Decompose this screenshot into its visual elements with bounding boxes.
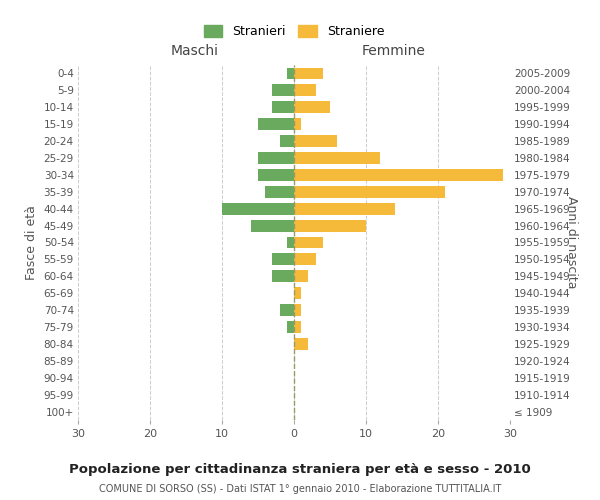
Bar <box>287 321 294 333</box>
Bar <box>272 102 294 113</box>
Bar <box>258 152 294 164</box>
Bar <box>294 84 316 96</box>
Bar <box>251 220 294 232</box>
Bar <box>294 186 445 198</box>
Bar <box>222 203 294 214</box>
Bar <box>294 169 503 181</box>
Bar <box>294 102 330 113</box>
Bar <box>280 135 294 147</box>
Bar <box>258 118 294 130</box>
Bar <box>287 236 294 248</box>
Bar <box>294 68 323 80</box>
Text: Maschi: Maschi <box>170 44 218 58</box>
Bar <box>265 186 294 198</box>
Y-axis label: Anni di nascita: Anni di nascita <box>565 196 578 289</box>
Bar <box>294 288 301 299</box>
Bar <box>294 135 337 147</box>
Bar <box>294 118 301 130</box>
Bar <box>258 169 294 181</box>
Bar <box>294 152 380 164</box>
Bar <box>294 220 366 232</box>
Bar <box>272 84 294 96</box>
Legend: Stranieri, Straniere: Stranieri, Straniere <box>200 22 388 42</box>
Bar <box>294 203 395 214</box>
Text: Femmine: Femmine <box>361 44 425 58</box>
Bar <box>294 254 316 266</box>
Bar <box>294 270 308 282</box>
Bar <box>294 321 301 333</box>
Bar <box>294 338 308 350</box>
Bar <box>294 304 301 316</box>
Text: COMUNE DI SORSO (SS) - Dati ISTAT 1° gennaio 2010 - Elaborazione TUTTITALIA.IT: COMUNE DI SORSO (SS) - Dati ISTAT 1° gen… <box>99 484 501 494</box>
Bar <box>294 236 323 248</box>
Bar <box>272 270 294 282</box>
Bar <box>287 68 294 80</box>
Bar <box>280 304 294 316</box>
Bar <box>272 254 294 266</box>
Y-axis label: Fasce di età: Fasce di età <box>25 205 38 280</box>
Text: Popolazione per cittadinanza straniera per età e sesso - 2010: Popolazione per cittadinanza straniera p… <box>69 462 531 475</box>
